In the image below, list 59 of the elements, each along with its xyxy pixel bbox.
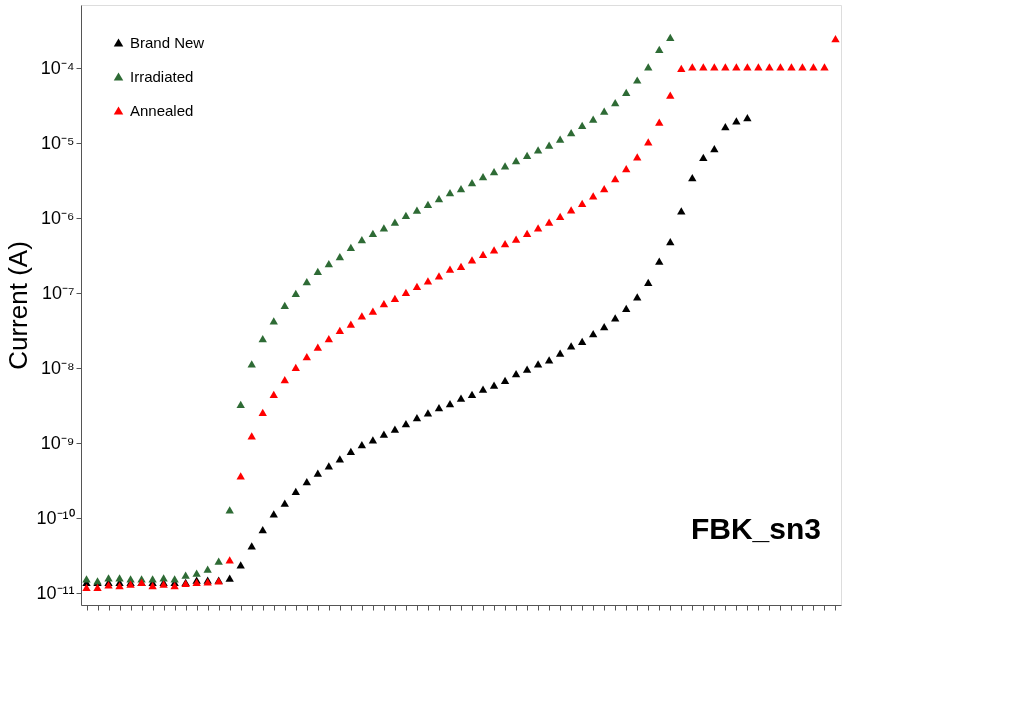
point	[291, 289, 300, 298]
point	[236, 400, 245, 409]
y-tick-label: 10⁻¹¹	[36, 582, 75, 603]
point	[633, 76, 642, 84]
point	[313, 267, 322, 276]
point	[544, 141, 554, 149]
point	[489, 168, 499, 176]
point	[555, 135, 565, 143]
point	[666, 33, 675, 41]
point	[181, 571, 190, 579]
point	[368, 229, 378, 238]
legend-label: Annealed	[130, 101, 194, 119]
point	[522, 151, 532, 160]
point	[104, 574, 113, 582]
point	[566, 129, 576, 137]
point	[82, 575, 91, 583]
point	[644, 63, 653, 71]
y-tick-label: 10⁻¹⁰	[36, 507, 75, 528]
point	[622, 88, 631, 96]
point	[170, 575, 179, 583]
point	[401, 211, 411, 219]
point	[335, 252, 345, 261]
legend-label: Brand New	[130, 33, 205, 51]
legend-label: Irradiated	[130, 67, 194, 85]
point	[346, 243, 356, 252]
y-tick-label: 10⁻⁹	[40, 432, 75, 453]
annotation: FBK_sn3	[690, 512, 821, 545]
point	[324, 259, 334, 268]
point	[357, 236, 367, 244]
point	[192, 569, 201, 577]
y-tick-label: 10⁻⁶	[41, 207, 75, 228]
point	[533, 146, 543, 154]
y-tick-label: 10⁻⁵	[41, 132, 75, 153]
point	[600, 107, 609, 115]
point	[258, 334, 267, 343]
y-tick-label: 10⁻⁴	[40, 57, 75, 78]
point	[577, 121, 587, 129]
point	[434, 195, 444, 203]
point	[214, 557, 223, 565]
point	[379, 224, 389, 232]
point	[500, 162, 510, 170]
point	[611, 98, 620, 107]
point	[423, 200, 433, 208]
point	[302, 278, 311, 286]
y-axis-title: Current (A)	[3, 241, 34, 370]
point	[588, 115, 598, 123]
y-tick-label: 10⁻⁷	[41, 282, 75, 303]
point	[478, 173, 488, 181]
point	[148, 575, 157, 583]
point	[655, 45, 664, 54]
point	[203, 565, 212, 573]
point	[412, 206, 422, 214]
point	[467, 178, 477, 187]
point	[456, 184, 466, 193]
point	[390, 218, 400, 226]
point	[280, 301, 289, 310]
point	[511, 156, 521, 165]
y-tick-label: 10⁻⁸	[40, 357, 75, 378]
point	[445, 189, 455, 197]
